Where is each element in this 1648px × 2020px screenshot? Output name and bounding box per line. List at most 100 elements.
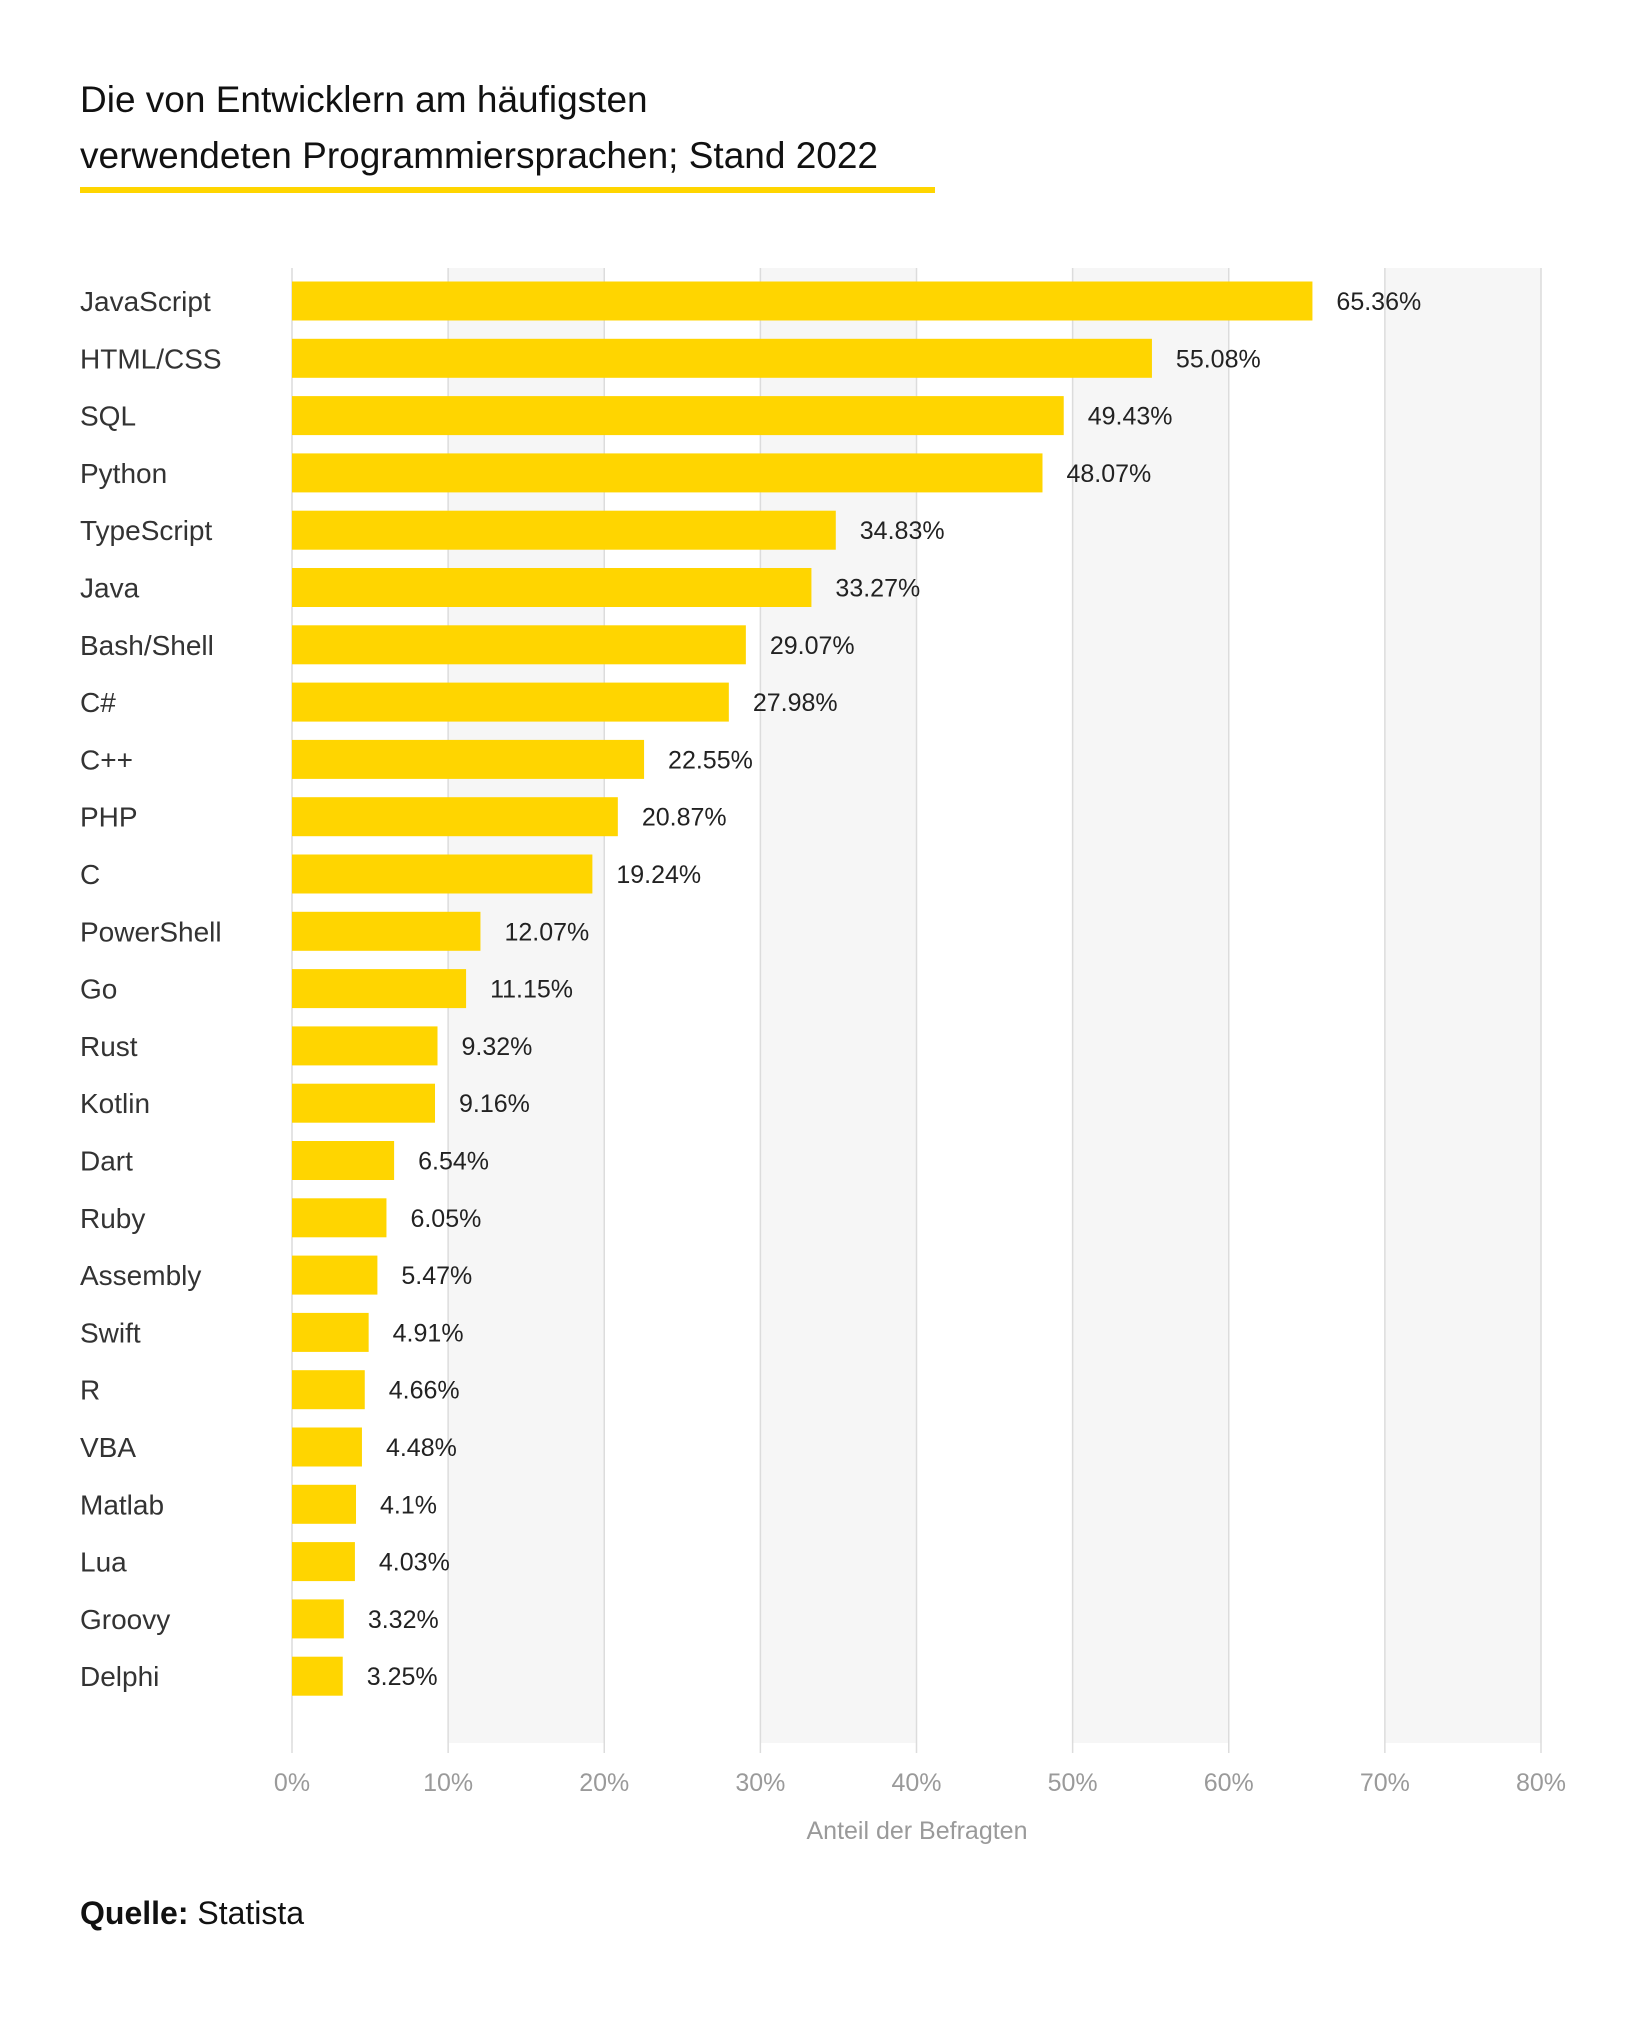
bar [292, 1198, 387, 1238]
category-label: Dart [80, 1146, 133, 1177]
chart-title-line-1: Die von Entwicklern am häufigsten [80, 79, 648, 120]
grid-band [1384, 268, 1541, 1743]
source-value: Statista [197, 1895, 305, 1931]
grid-band [1072, 268, 1229, 1743]
bar [292, 797, 618, 837]
bar [292, 1026, 438, 1066]
x-tick-label: 30% [735, 1769, 785, 1797]
value-label: 4.91% [393, 1319, 464, 1347]
category-label: Go [80, 974, 117, 1005]
category-label: PowerShell [80, 916, 222, 947]
bars [292, 281, 1313, 1696]
bar [292, 1312, 369, 1352]
value-label: 4.03% [379, 1549, 450, 1577]
x-tick-label: 80% [1516, 1769, 1566, 1797]
bar [292, 739, 645, 779]
category-label: Java [80, 573, 140, 604]
source-label: Quelle: [80, 1895, 189, 1931]
value-label: 3.25% [367, 1663, 438, 1691]
bar [292, 1427, 362, 1467]
category-label: Bash/Shell [80, 630, 214, 661]
x-tick-label: 40% [891, 1769, 941, 1797]
value-label: 19.24% [616, 861, 701, 889]
title-underline [80, 187, 935, 193]
chart-title-line-2: verwendeten Programmiersprachen; Stand 2… [80, 135, 879, 176]
bar [292, 1484, 357, 1524]
category-label: HTML/CSS [80, 343, 222, 374]
category-label: C# [80, 687, 116, 718]
value-label: 55.08% [1176, 345, 1261, 373]
value-label: 4.66% [389, 1377, 460, 1405]
value-label: 4.1% [380, 1491, 437, 1519]
value-label: 20.87% [642, 804, 727, 832]
bar [292, 854, 593, 894]
bar [292, 453, 1043, 493]
value-label: 4.48% [386, 1434, 457, 1462]
category-label: Groovy [80, 1604, 170, 1635]
bar [292, 682, 729, 722]
category-label: R [80, 1375, 100, 1406]
category-label: JavaScript [80, 286, 211, 317]
category-label: Ruby [80, 1203, 145, 1234]
bar [292, 510, 836, 550]
category-label: TypeScript [80, 515, 212, 546]
category-label: Assembly [80, 1260, 201, 1291]
value-label: 6.54% [418, 1148, 489, 1176]
chart-title: Die von Entwicklern am häufigsten verwen… [80, 72, 878, 184]
x-tick-label: 70% [1360, 1769, 1410, 1797]
bar-chart: JavaScript HTML/CSS SQL Python TypeScript Jav… [80, 268, 1566, 1845]
value-label: 9.32% [462, 1033, 533, 1061]
value-label: 34.83% [860, 517, 945, 545]
bar [292, 1542, 355, 1582]
category-label: Python [80, 458, 167, 489]
x-axis-ticks: 0% 10% 20% 30% 40% 50% 60% 70% 80% [274, 1769, 1566, 1797]
value-labels: 65.36% 55.08% 49.43% 48.07% 34.83% 33.27% 29.0… [367, 288, 1421, 1691]
bar [292, 568, 812, 607]
value-label: 12.07% [504, 918, 589, 946]
value-label: 33.27% [835, 575, 920, 603]
category-label: PHP [80, 802, 138, 833]
value-label: 22.55% [668, 746, 753, 774]
value-label: 9.16% [459, 1090, 530, 1118]
bar [292, 1656, 343, 1696]
bar [292, 625, 746, 665]
bar [292, 969, 467, 1009]
value-label: 65.36% [1336, 288, 1421, 316]
bar [292, 1599, 344, 1639]
bar [292, 1370, 365, 1410]
bar [292, 1141, 395, 1180]
value-label: 29.07% [770, 632, 855, 660]
value-label: 48.07% [1066, 460, 1151, 488]
bar [292, 1255, 378, 1295]
bar [292, 338, 1152, 378]
value-label: 27.98% [753, 689, 838, 717]
category-label: Delphi [80, 1661, 159, 1692]
x-tick-label: 0% [274, 1769, 310, 1797]
x-axis-title: Anteil der Befragten [807, 1817, 1028, 1845]
x-tick-label: 20% [579, 1769, 629, 1797]
category-label: Matlab [80, 1489, 164, 1520]
value-label: 5.47% [401, 1262, 472, 1290]
source-note: Quelle: Statista [80, 1893, 304, 1933]
category-label: Kotlin [80, 1088, 150, 1119]
x-tick-label: 60% [1204, 1769, 1254, 1797]
value-label: 6.05% [410, 1205, 481, 1233]
value-label: 11.15% [490, 976, 573, 1004]
x-tick-label: 50% [1048, 1769, 1098, 1797]
category-label: C++ [80, 744, 133, 775]
bar [292, 1083, 436, 1123]
category-label: Rust [80, 1031, 138, 1062]
bar [292, 396, 1064, 436]
value-label: 3.32% [368, 1606, 439, 1634]
alternating-bands [448, 268, 1541, 1743]
value-label: 49.43% [1088, 403, 1173, 431]
category-label: SQL [80, 401, 136, 432]
bar [292, 911, 481, 951]
bar [292, 281, 1313, 321]
x-tick-label: 10% [423, 1769, 473, 1797]
category-labels: JavaScript HTML/CSS SQL Python TypeScript Jav… [80, 286, 222, 1692]
category-label: Swift [80, 1317, 141, 1348]
category-label: Lua [80, 1547, 127, 1578]
category-label: C [80, 859, 100, 890]
category-label: VBA [80, 1432, 136, 1463]
